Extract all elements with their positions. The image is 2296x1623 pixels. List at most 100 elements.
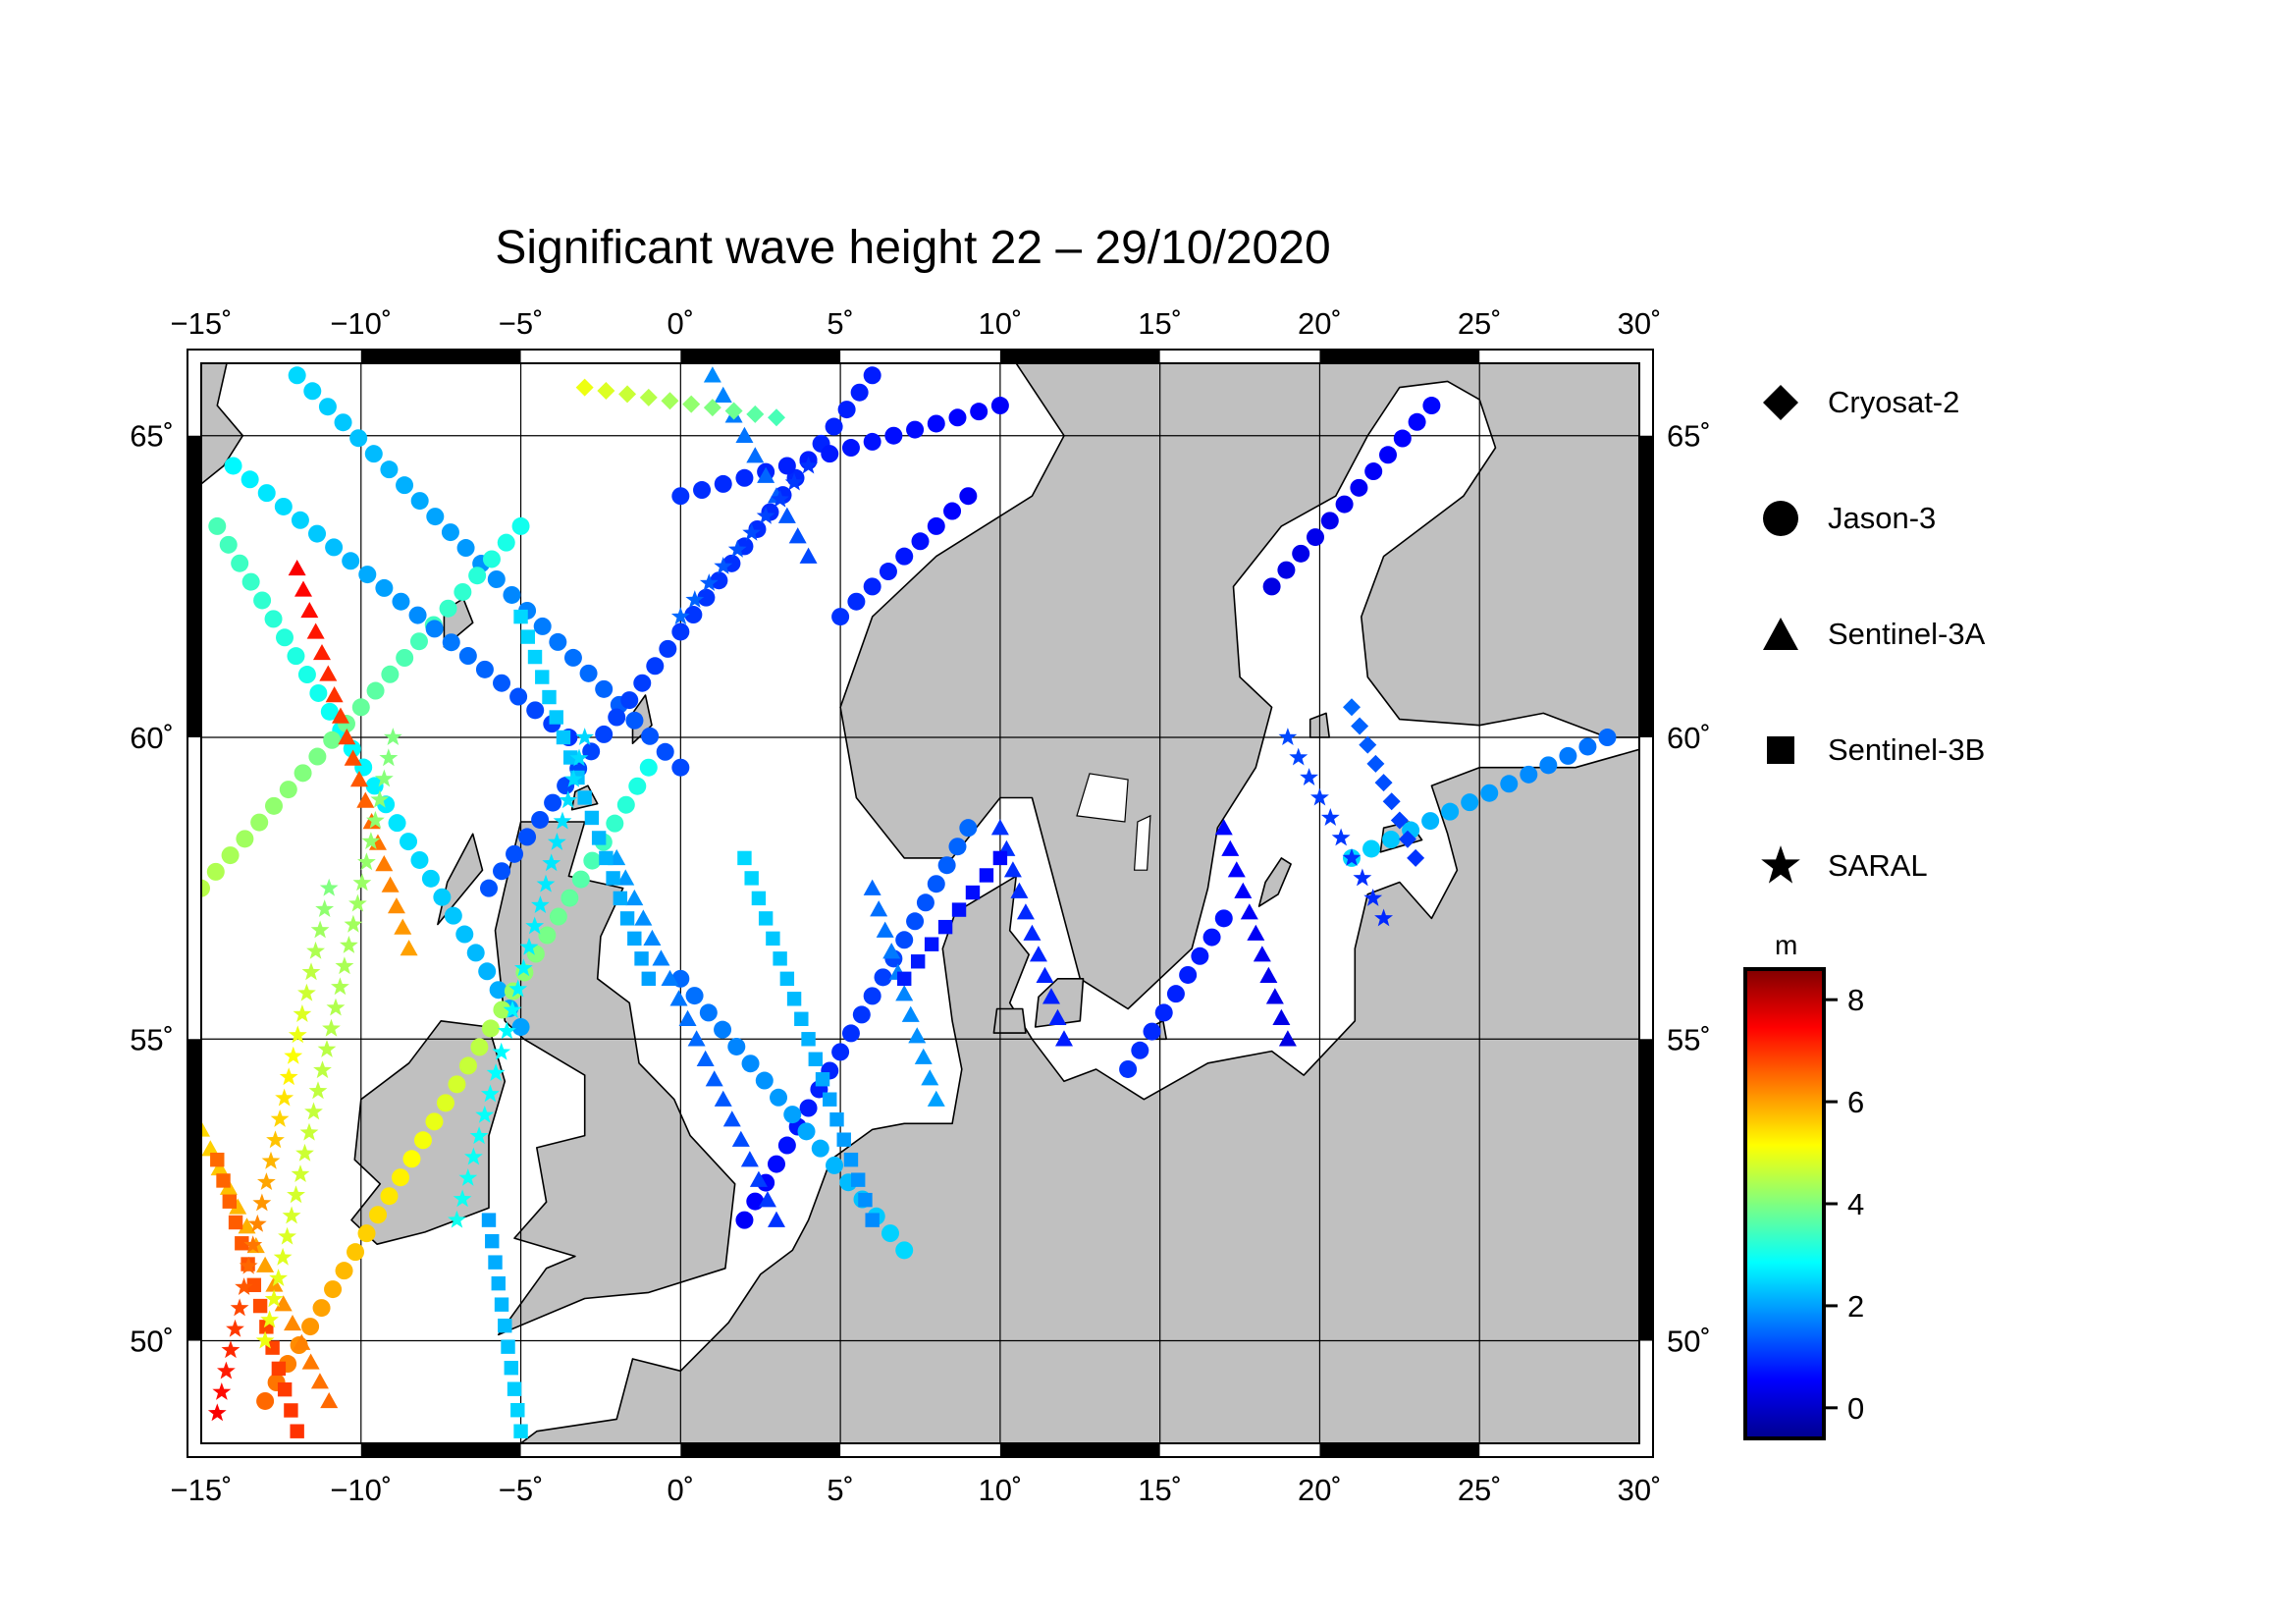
data-point-saral bbox=[756, 506, 775, 524]
data-point-jason3 bbox=[221, 846, 240, 865]
data-point-sentinel3a bbox=[908, 1027, 927, 1044]
data-point-sentinel3b bbox=[965, 885, 981, 900]
data-point-jason3 bbox=[219, 535, 238, 554]
data-point-saral bbox=[519, 937, 539, 955]
lat-tick-label: 50˚ bbox=[1667, 1325, 1711, 1359]
data-point-jason3 bbox=[863, 987, 881, 1005]
data-point-saral bbox=[464, 1147, 483, 1165]
data-point-saral bbox=[542, 853, 561, 872]
data-point-jason3 bbox=[458, 647, 477, 666]
data-point-jason3 bbox=[825, 417, 843, 436]
data-point-jason3 bbox=[671, 758, 690, 777]
data-point-saral bbox=[315, 899, 335, 917]
land-continent bbox=[519, 748, 1639, 1443]
page-title: Significant wave height 22 – 29/10/2020 bbox=[495, 222, 1331, 274]
data-point-sentinel3a bbox=[1055, 1030, 1073, 1047]
data-point-sentinel3b bbox=[865, 1213, 880, 1227]
data-point-jason3 bbox=[1202, 928, 1221, 947]
data-point-saral bbox=[448, 1210, 466, 1228]
data-point-sentinel3b bbox=[641, 971, 656, 987]
data-point-sentinel3a bbox=[705, 1070, 723, 1087]
data-point-sentinel3a bbox=[1234, 882, 1253, 898]
data-point-sentinel3a bbox=[201, 1120, 210, 1137]
data-point-jason3 bbox=[948, 408, 967, 427]
data-point-jason3 bbox=[990, 397, 1009, 415]
data-point-jason3 bbox=[595, 679, 614, 698]
data-point-jason3 bbox=[256, 1391, 275, 1410]
data-point-jason3 bbox=[1364, 462, 1383, 481]
data-point-saral bbox=[563, 769, 583, 787]
lon-tick-label: 10˚ bbox=[978, 306, 1022, 341]
data-point-jason3 bbox=[408, 606, 427, 624]
data-point-saral bbox=[252, 1193, 272, 1212]
data-point-saral bbox=[357, 852, 376, 871]
data-point-sentinel3a bbox=[1265, 988, 1284, 1004]
data-point-sentinel3a bbox=[1023, 924, 1041, 941]
data-point-sentinel3b bbox=[937, 919, 953, 935]
data-point-jason3 bbox=[224, 457, 242, 475]
data-point-jason3 bbox=[279, 781, 297, 799]
data-point-sentinel3b bbox=[527, 649, 543, 665]
data-point-jason3 bbox=[480, 879, 498, 897]
data-point-jason3 bbox=[312, 1299, 331, 1318]
lon-tick-label: −15˚ bbox=[171, 1473, 233, 1507]
data-point-jason3 bbox=[400, 833, 418, 851]
data-point-jason3 bbox=[863, 577, 881, 596]
lon-tick-label: 20˚ bbox=[1298, 306, 1342, 341]
data-point-jason3 bbox=[1378, 446, 1397, 464]
data-point-jason3 bbox=[1393, 429, 1412, 448]
data-point-sentinel3b bbox=[513, 609, 528, 624]
data-point-jason3 bbox=[1422, 397, 1441, 415]
data-point-saral bbox=[326, 998, 346, 1016]
data-point-saral bbox=[1363, 889, 1383, 906]
data-point-jason3 bbox=[347, 1243, 365, 1262]
data-point-sentinel3b bbox=[801, 1032, 816, 1047]
data-point-sentinel3b bbox=[773, 951, 787, 966]
data-point-sentinel3a bbox=[387, 897, 405, 914]
data-point-sentinel3b bbox=[488, 1255, 503, 1270]
data-point-saral bbox=[226, 1319, 244, 1337]
data-point-saral bbox=[287, 1185, 305, 1204]
legend-item-jason: Jason-3 bbox=[1757, 489, 1936, 548]
data-point-jason3 bbox=[684, 606, 703, 624]
data-point-jason3 bbox=[847, 592, 866, 611]
data-point-sentinel3a bbox=[1278, 1030, 1297, 1047]
data-point-jason3 bbox=[206, 862, 225, 881]
data-point-cryosat2 bbox=[1374, 774, 1393, 792]
data-point-jason3 bbox=[320, 702, 339, 721]
data-point-cryosat2 bbox=[575, 378, 594, 397]
data-point-jason3 bbox=[826, 1156, 844, 1174]
data-point-sentinel3b bbox=[556, 730, 571, 745]
data-point-saral bbox=[771, 489, 789, 508]
data-point-jason3 bbox=[1559, 746, 1577, 765]
lon-tick-label: 25˚ bbox=[1458, 306, 1502, 341]
data-point-jason3 bbox=[970, 403, 988, 421]
data-point-cryosat2 bbox=[1382, 792, 1401, 811]
data-point-sentinel3a bbox=[381, 876, 400, 893]
data-point-saral bbox=[304, 1102, 323, 1120]
data-point-sentinel3b bbox=[979, 868, 994, 883]
data-point-jason3 bbox=[1143, 1022, 1161, 1041]
data-point-sentinel3a bbox=[294, 580, 312, 597]
lon-tick-label: 0˚ bbox=[667, 306, 695, 341]
data-point-jason3 bbox=[1520, 765, 1538, 784]
data-point-jason3 bbox=[837, 401, 856, 419]
data-point-jason3 bbox=[475, 660, 494, 678]
data-point-jason3 bbox=[489, 981, 507, 1000]
data-point-sentinel3a bbox=[338, 729, 356, 745]
data-point-sentinel3a bbox=[731, 1130, 750, 1147]
data-point-jason3 bbox=[511, 1017, 530, 1036]
data-point-saral bbox=[370, 789, 390, 808]
data-point-jason3 bbox=[777, 1136, 796, 1155]
data-point-jason3 bbox=[948, 838, 967, 856]
data-point-jason3 bbox=[274, 497, 293, 515]
data-point-jason3 bbox=[466, 944, 485, 962]
data-point-sentinel3a bbox=[349, 771, 368, 787]
data-point-sentinel3b bbox=[549, 710, 563, 725]
data-point-jason3 bbox=[358, 566, 377, 584]
data-point-sentinel3b bbox=[786, 992, 802, 1006]
data-point-saral bbox=[1320, 808, 1340, 826]
data-point-saral bbox=[247, 1214, 267, 1232]
data-point-cryosat2 bbox=[703, 399, 721, 417]
land-funen bbox=[992, 1007, 1027, 1034]
